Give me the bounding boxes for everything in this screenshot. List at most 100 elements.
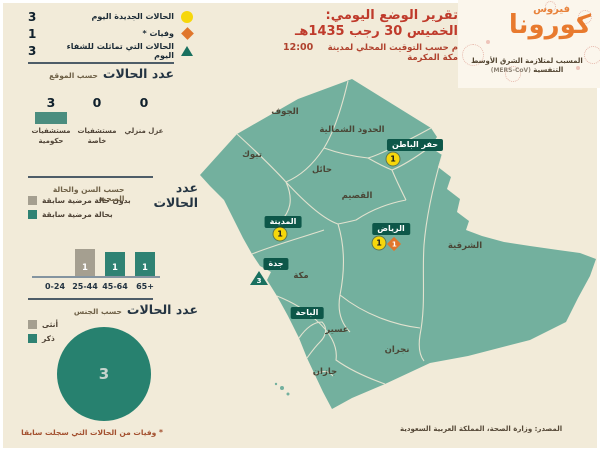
section-header-by-location: حسب الموقع عدد الحالات <box>28 66 174 81</box>
recovered-label: الحالات التي تماثلت للشفاء اليوم <box>66 41 174 60</box>
logo-subtitle-line2: التنفسية <box>533 66 564 75</box>
age-axis-labels: 0-24 25-44 45-64 65+ <box>40 279 160 291</box>
age-bar-25-44: 1 <box>70 248 100 276</box>
deaths-label: وفيات * <box>142 29 175 38</box>
region-label-najran: نجران <box>384 345 410 355</box>
recovered-value: 3 <box>28 43 37 58</box>
region-box-baha: الباحة <box>290 307 324 319</box>
teal-square-icon <box>28 334 37 343</box>
region-label-asir: عسير <box>325 325 349 335</box>
legend-female: أنثى <box>28 320 58 329</box>
logo-word-corona: كورونا <box>508 10 591 40</box>
section-header-by-age: حسب السن والحالة الصحية عدد الحالات <box>28 180 198 210</box>
report-title: تقرير الوضع اليومي: <box>325 8 458 23</box>
virus-decoration-icon <box>578 10 592 24</box>
saudi-arabia-map: الجوف الحدود الشمالية تبوك حائل القصيم ا… <box>180 70 600 438</box>
report-time: 12:00 <box>283 41 314 53</box>
deaths-value: 1 <box>28 26 37 41</box>
region-label-northern-borders: الحدود الشمالية <box>319 125 385 135</box>
virus-decoration-icon <box>545 1 556 12</box>
gov-hospitals-value: 3 <box>46 95 56 110</box>
region-label-tabuk: تبوك <box>242 150 262 160</box>
private-hospitals-label: مستشفيات خاصة <box>77 127 117 145</box>
death-diamond-icon <box>178 27 196 40</box>
new-cases-row: 3 الحالات الجديدة اليوم <box>28 9 196 24</box>
new-cases-label: الحالات الجديدة اليوم <box>91 12 174 21</box>
gender-pie-value: 3 <box>98 365 110 383</box>
age-bar-45-64: 1 <box>100 248 130 276</box>
virus-decoration-icon <box>462 44 484 66</box>
age-label-25-44: 25-44 <box>72 282 98 291</box>
corona-virus-logo: فيروس كورونا المسبب لمتلازمة الشرق الأوس… <box>458 0 600 88</box>
region-borders <box>236 80 443 385</box>
virus-dot-icon <box>486 40 490 44</box>
chart-by-location: 3 مستشفيات حكومية 0 مستشفيات خاصة 0 عزل من… <box>26 95 176 147</box>
region-label-jazan: جازان <box>312 367 338 377</box>
triangle-icon <box>250 271 268 285</box>
teal-square-icon <box>28 210 37 219</box>
age-label-65-plus: 65+ <box>136 282 154 291</box>
age-chart-legend: بدون حالة مرضية سابقة بحالة مرضية سابقة <box>28 196 131 224</box>
new-case-circle-icon <box>178 10 196 23</box>
grey-square-icon <box>28 196 37 205</box>
mers-cov-label: (MERS-CoV) <box>490 67 531 75</box>
female-label: أنثى <box>42 320 59 329</box>
grey-square-icon <box>28 320 37 329</box>
age-label-0-24: 0-24 <box>44 282 66 291</box>
report-title-block: تقرير الوضع اليومي: الخميس 30 رجب 1435هـ… <box>283 8 458 63</box>
region-label-qassim: القصيم <box>341 191 373 201</box>
by-gender-subtitle: حسب الجنس <box>73 307 122 316</box>
age-bar-65-plus: 1 <box>130 248 160 276</box>
home-isolation-label: عزل منزلي <box>124 127 164 135</box>
male-label: ذكر <box>42 334 55 343</box>
by-location-title: عدد الحالات <box>102 66 174 81</box>
gov-hospitals-bar <box>35 112 67 124</box>
virus-dot-icon <box>576 66 580 70</box>
prior-condition-label: بحالة مرضية سابقة <box>42 210 113 219</box>
location-column-gov-hospitals: 3 مستشفيات حكومية <box>26 95 76 147</box>
recovered-row: 3 الحالات التي تماثلت للشفاء اليوم <box>28 41 196 60</box>
location-column-private-hospitals: 0 مستشفيات خاصة <box>76 95 118 147</box>
age-45-64-value: 1 <box>112 263 118 273</box>
virus-decoration-icon <box>584 46 600 64</box>
region-box-riyadh: الرياض <box>372 223 410 235</box>
daily-summary-legend: 3 الحالات الجديدة اليوم 1 وفيات * 3 الحا… <box>28 9 196 60</box>
recovered-marker-jeddah: 3 <box>250 271 268 285</box>
report-time-note: م حسب التوقيت المحلي لمدينة مكة المكرمة <box>327 42 458 63</box>
chart-by-age: 1 1 1 <box>40 248 160 276</box>
legend-no-prior-condition: بدون حالة مرضية سابقة <box>28 196 131 205</box>
logo-word-virus: فيروس <box>533 4 570 15</box>
report-time-line: 12:00 م حسب التوقيت المحلي لمدينة مكة ال… <box>283 42 458 63</box>
age-label-45-64: 45-64 <box>102 282 128 291</box>
new-case-marker-madinah: 1 <box>273 227 287 241</box>
age-axis-baseline <box>32 276 160 278</box>
section-header-by-gender: حسب الجنس عدد الحالات <box>28 302 198 317</box>
age-25-44-value: 1 <box>82 263 88 273</box>
source-credit: المصدر: وزارة الصحة، المملكة العربية الس… <box>400 425 563 433</box>
section-divider <box>28 176 153 178</box>
region-label-makkah: مكة <box>293 271 309 281</box>
age-65-plus-value: 1 <box>142 263 148 273</box>
private-hospitals-value: 0 <box>92 95 102 110</box>
gov-hospitals-label: مستشفيات حكومية <box>31 127 71 145</box>
legend-male: ذكر <box>28 334 58 343</box>
new-case-marker-riyadh: 1 <box>372 236 386 250</box>
report-date: الخميس 30 رجب 1435هـ <box>294 24 458 40</box>
gender-pie-chart: 3 <box>57 327 151 421</box>
location-column-home-isolation: 0 عزل منزلي <box>118 95 170 147</box>
recovered-marker-value: 3 <box>256 277 262 285</box>
region-label-eastern: الشرقية <box>447 241 483 251</box>
no-prior-condition-label: بدون حالة مرضية سابقة <box>42 196 131 205</box>
saudi-map-shape <box>200 79 596 409</box>
age-bar-0-24 <box>40 248 70 276</box>
farasan-islands <box>274 382 290 396</box>
new-cases-value: 3 <box>28 9 37 24</box>
gender-chart-legend: أنثى ذكر <box>28 320 58 348</box>
section-divider <box>28 62 174 64</box>
recovered-triangle-icon <box>178 45 196 56</box>
deaths-footnote: * وفيات من الحالات التي سجلت سابقا <box>21 428 163 437</box>
region-box-madinah: المدينة <box>264 216 302 228</box>
logo-subtitle-line1: المسبب لمتلازمة الشرق الأوسط <box>471 57 583 65</box>
by-location-subtitle: حسب الموقع <box>49 71 98 80</box>
